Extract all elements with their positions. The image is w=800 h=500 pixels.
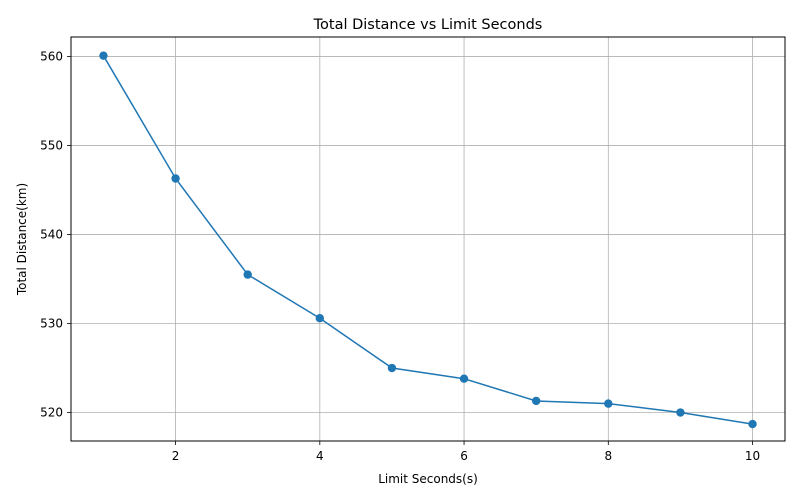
data-point: [531, 396, 541, 406]
x-tick-label: 2: [172, 449, 180, 463]
data-point: [676, 408, 685, 417]
chart-title: Total Distance vs Limit Seconds: [313, 17, 543, 33]
data-series: [99, 51, 757, 429]
data-point: [459, 374, 469, 383]
y-axis-label: Total Distance(km): [15, 183, 29, 296]
x-tick-label: 6: [460, 449, 468, 463]
y-tick-label: 560: [40, 50, 63, 64]
y-tick-label: 550: [40, 139, 63, 153]
x-axis-label: Limit Seconds(s): [378, 472, 478, 486]
y-axis-ticks: 520 530 540 550 560: [40, 50, 71, 420]
data-point: [99, 51, 108, 60]
data-point: [748, 419, 757, 429]
data-point: [604, 399, 613, 408]
data-point: [315, 313, 325, 323]
x-tick-label: 4: [316, 449, 324, 463]
x-tick-label: 8: [604, 449, 612, 463]
series-line: [102, 55, 753, 425]
data-point: [243, 270, 252, 279]
plot-frame: [70, 36, 786, 442]
y-tick-label: 520: [40, 406, 63, 420]
x-tick-label: 10: [745, 449, 760, 463]
y-tick-label: 530: [40, 317, 63, 331]
data-point: [171, 174, 180, 183]
y-tick-label: 540: [40, 228, 63, 242]
x-axis-ticks: 2 4 6 8 10: [172, 441, 760, 463]
grid-lines: [71, 37, 785, 441]
data-point: [387, 363, 397, 373]
